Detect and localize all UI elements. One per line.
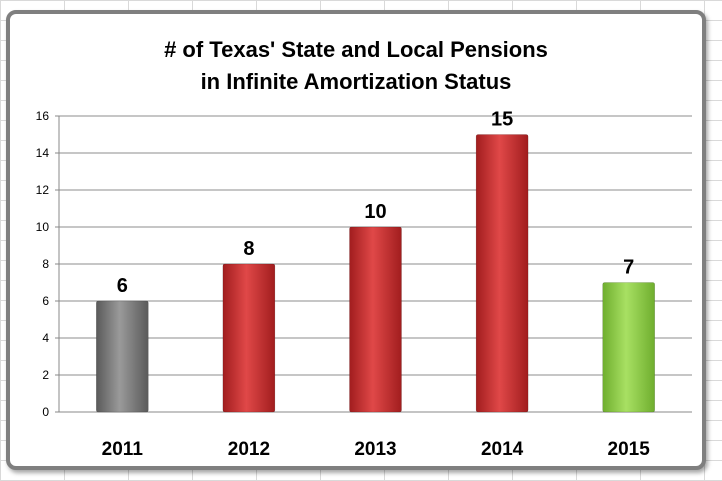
x-tick-label-2013: 2013 (354, 439, 396, 460)
y-tick-label-0: 0 (42, 405, 49, 419)
chart-title-line-2: in Infinite Amortization Status (200, 69, 512, 94)
x-tick-label-2011: 2011 (102, 439, 144, 460)
bar-chart-plot: 0 2 4 6 8 10 12 14 16 6 2011 8 2012 10 2013 15 2014 7 2015 (36, 109, 692, 460)
bar-2015 (602, 282, 655, 413)
y-tick-label-7: 14 (36, 146, 50, 160)
data-label-2014: 15 (491, 109, 513, 131)
y-tick-label-2: 4 (42, 331, 49, 345)
x-tick-label-2012: 2012 (228, 439, 270, 460)
data-label-2011: 6 (117, 275, 128, 297)
data-label-2012: 8 (243, 238, 254, 260)
data-label-2015: 7 (623, 257, 634, 279)
y-tick-label-5: 10 (36, 220, 50, 234)
chart-title-line-1: # of Texas' State and Local Pensions (164, 37, 548, 62)
chart-title: # of Texas' State and Local Pensions in … (10, 34, 702, 98)
y-tick-label-6: 12 (36, 183, 50, 197)
y-tick-label-3: 6 (42, 294, 49, 308)
y-tick-label-4: 8 (42, 257, 49, 271)
x-tick-label-2014: 2014 (481, 439, 524, 460)
bar-2012 (222, 263, 276, 413)
bar-2011 (96, 300, 149, 413)
y-tick-label-1: 2 (42, 368, 49, 382)
chart-area[interactable]: # of Texas' State and Local Pensions in … (6, 10, 706, 470)
data-label-2013: 10 (364, 201, 386, 223)
y-tick-label-8: 16 (36, 109, 50, 123)
bar-2013 (349, 226, 402, 413)
bar-2014 (475, 134, 529, 413)
x-tick-label-2015: 2015 (608, 439, 651, 460)
